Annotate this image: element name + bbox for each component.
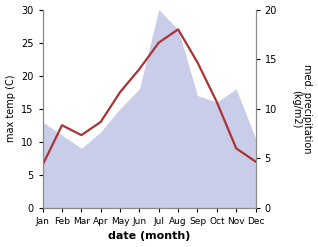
- Y-axis label: max temp (C): max temp (C): [5, 75, 16, 143]
- Y-axis label: med. precipitation
(kg/m2): med. precipitation (kg/m2): [291, 64, 313, 153]
- X-axis label: date (month): date (month): [108, 231, 190, 242]
